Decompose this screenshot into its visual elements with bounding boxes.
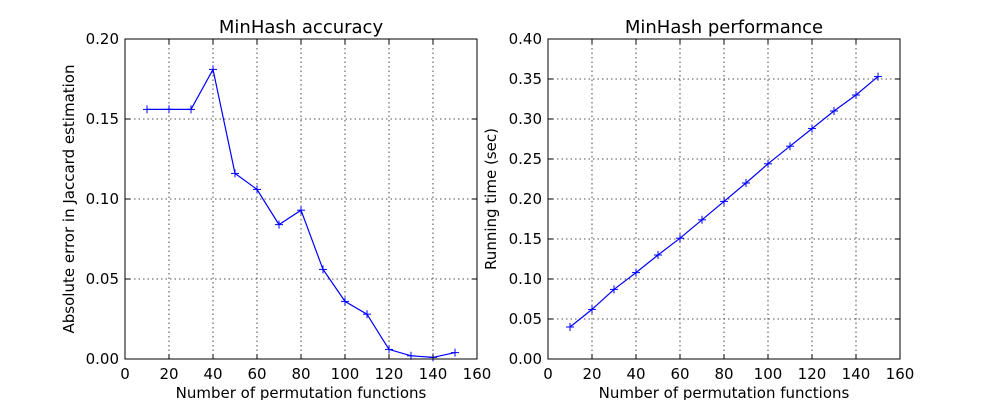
data-point <box>720 197 728 206</box>
x-tick-label: 80 <box>291 365 310 383</box>
data-point <box>698 215 706 224</box>
data-point <box>808 124 816 133</box>
x-tick-label: 140 <box>842 365 871 383</box>
data-point <box>407 351 415 360</box>
y-tick-label: 0.05 <box>86 270 119 288</box>
y-tick-label: 0.40 <box>509 30 542 48</box>
data-point <box>676 234 684 243</box>
x-tick-label: 120 <box>375 365 404 383</box>
data-point <box>566 323 574 331</box>
data-point <box>852 91 860 99</box>
y-tick-label: 0.10 <box>509 270 542 288</box>
data-point <box>231 169 239 178</box>
accuracy-chart: 0 20 40 60 80 100 120 140 160 0.00 0.05 0.10 0.15 0.2… <box>60 17 491 400</box>
y-axis-label: Absolute error in Jaccard estimation <box>60 65 78 334</box>
y-axis-label: Running time (sec) <box>482 128 500 270</box>
x-axis-label: Number of permutation functions <box>599 384 850 400</box>
data-point <box>786 142 794 151</box>
data-point <box>363 310 371 319</box>
x-tick-label: 60 <box>247 365 266 383</box>
data-point <box>319 265 327 274</box>
x-tick-label: 20 <box>159 365 178 383</box>
data-point <box>830 107 838 115</box>
y-tick-label: 0.10 <box>86 190 119 208</box>
data-point <box>209 65 217 74</box>
x-axis-label: Number of permutation functions <box>176 384 427 400</box>
x-tick-label: 160 <box>463 365 492 383</box>
data-point <box>275 220 283 229</box>
x-tick-label: 120 <box>798 365 827 383</box>
data-point <box>297 206 305 215</box>
x-tick-label: 0 <box>120 365 130 383</box>
data-point <box>742 179 750 187</box>
chart-title: MinHash performance <box>625 17 823 38</box>
y-tick-label: 0.20 <box>86 30 119 48</box>
data-point <box>385 345 393 354</box>
x-tick-label: 100 <box>331 365 360 383</box>
data-point <box>187 105 195 114</box>
data-point <box>764 159 772 168</box>
x-tick-label: 60 <box>670 365 689 383</box>
data-point <box>165 105 173 114</box>
data-point <box>341 297 349 306</box>
x-tick-label: 160 <box>886 365 915 383</box>
chart-title: MinHash accuracy <box>219 17 384 38</box>
data-point <box>654 251 662 259</box>
y-tick-label: 0.30 <box>509 110 542 128</box>
x-tick-label: 40 <box>203 365 222 383</box>
x-tick-label: 100 <box>754 365 783 383</box>
y-tick-label: 0.05 <box>509 310 542 328</box>
y-tick-label: 0.15 <box>509 230 542 248</box>
y-tick-label: 0.00 <box>86 350 119 368</box>
performance-chart: 0 20 40 60 80 100 120 140 160 0.00 0.05 0.10 0.15 0.2… <box>482 17 914 400</box>
x-tick-label: 80 <box>714 365 733 383</box>
y-tick-label: 0.20 <box>509 190 542 208</box>
data-point <box>632 268 640 277</box>
y-tick-label: 0.00 <box>509 350 542 368</box>
data-point <box>253 185 261 194</box>
x-tick-label: 0 <box>543 365 553 383</box>
data-point <box>143 105 151 114</box>
data-point <box>874 72 882 81</box>
x-tick-label: 40 <box>626 365 645 383</box>
data-point <box>610 285 618 294</box>
data-point <box>588 305 596 314</box>
y-tick-label: 0.25 <box>509 150 542 168</box>
x-tick-label: 140 <box>419 365 448 383</box>
x-tick-label: 20 <box>582 365 601 383</box>
y-tick-label: 0.35 <box>509 70 542 88</box>
y-tick-label: 0.15 <box>86 110 119 128</box>
data-point <box>451 348 459 357</box>
